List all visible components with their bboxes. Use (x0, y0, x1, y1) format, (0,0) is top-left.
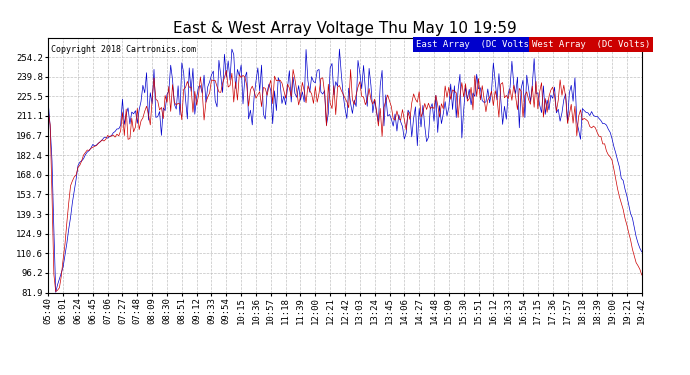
West Array  (DC Volts) (404, 110, 412, 114)
East Array  (DC Volts) (469, 91, 477, 95)
Text: East Array  (DC Volts): East Array (DC Volts) (416, 40, 535, 49)
Line: East Array  (DC Volts): East Array (DC Volts) (48, 49, 642, 292)
West Array  (DC Volts) (582, 117, 590, 122)
Line: West Array  (DC Volts): West Array (DC Volts) (48, 69, 642, 291)
East Array  (DC Volts) (52, 290, 60, 295)
East Array  (DC Volts) (44, 101, 52, 105)
West Array  (DC Volts) (421, 101, 429, 106)
West Array  (DC Volts) (289, 67, 297, 72)
East Array  (DC Volts) (166, 63, 175, 68)
West Array  (DC Volts) (638, 273, 646, 277)
East Array  (DC Volts) (582, 110, 590, 115)
West Array  (DC Volts) (166, 109, 175, 114)
Title: East & West Array Voltage Thu May 10 19:59: East & West Array Voltage Thu May 10 19:… (173, 21, 517, 36)
West Array  (DC Volts) (311, 84, 319, 89)
East Array  (DC Volts) (228, 47, 236, 51)
East Array  (DC Volts) (404, 108, 412, 112)
East Array  (DC Volts) (311, 81, 319, 85)
East Array  (DC Volts) (638, 250, 646, 254)
Text: Copyright 2018 Cartronics.com: Copyright 2018 Cartronics.com (51, 45, 196, 54)
West Array  (DC Volts) (44, 108, 52, 113)
Text: West Array  (DC Volts): West Array (DC Volts) (532, 40, 650, 49)
East Array  (DC Volts) (421, 124, 429, 128)
West Array  (DC Volts) (469, 108, 477, 112)
West Array  (DC Volts) (52, 289, 60, 294)
